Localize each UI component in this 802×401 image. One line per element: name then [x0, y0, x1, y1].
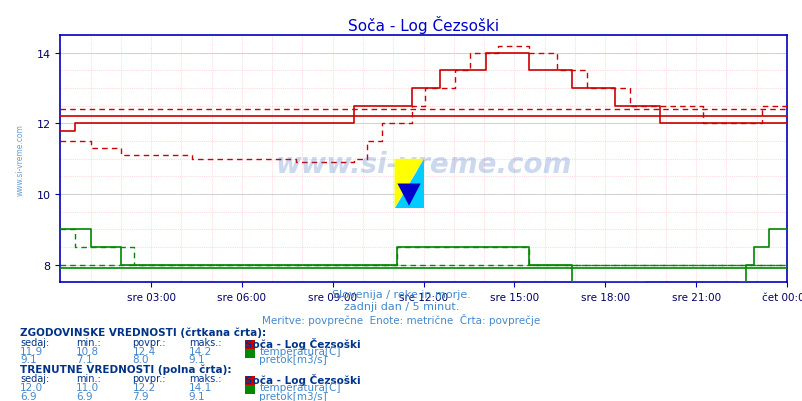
Text: Soča - Log Čezsoški: Soča - Log Čezsoški — [245, 337, 360, 349]
Text: 6.9: 6.9 — [20, 391, 37, 401]
Text: Soča - Log Čezsoški: Soča - Log Čezsoški — [245, 373, 360, 385]
Text: pretok[m3/s]: pretok[m3/s] — [259, 354, 326, 365]
Text: zadnji dan / 5 minut.: zadnji dan / 5 minut. — [343, 302, 459, 312]
Text: 7.1: 7.1 — [76, 354, 93, 365]
Text: min.:: min.: — [76, 373, 101, 383]
Text: povpr.:: povpr.: — [132, 337, 166, 347]
Text: 12.0: 12.0 — [20, 382, 43, 392]
Polygon shape — [394, 159, 423, 209]
Text: 12.4: 12.4 — [132, 346, 156, 356]
Text: 11.0: 11.0 — [76, 382, 99, 392]
Text: 10.8: 10.8 — [76, 346, 99, 356]
Text: povpr.:: povpr.: — [132, 373, 166, 383]
Polygon shape — [394, 159, 423, 209]
Text: 14.2: 14.2 — [188, 346, 212, 356]
Text: 11.9: 11.9 — [20, 346, 43, 356]
Text: www.si-vreme.com: www.si-vreme.com — [16, 124, 25, 195]
Text: www.si-vreme.com: www.si-vreme.com — [275, 150, 571, 178]
Text: 9.1: 9.1 — [188, 354, 205, 365]
Text: TRENUTNE VREDNOSTI (polna črta):: TRENUTNE VREDNOSTI (polna črta): — [20, 363, 231, 374]
Text: sedaj:: sedaj: — [20, 337, 49, 347]
Text: maks.:: maks.: — [188, 337, 221, 347]
Text: 7.9: 7.9 — [132, 391, 149, 401]
Text: 14.1: 14.1 — [188, 382, 212, 392]
Text: ZGODOVINSKE VREDNOSTI (črtkana črta):: ZGODOVINSKE VREDNOSTI (črtkana črta): — [20, 327, 266, 337]
Text: min.:: min.: — [76, 337, 101, 347]
Title: Soča - Log Čezsoški: Soča - Log Čezsoški — [347, 16, 499, 34]
Text: 9.1: 9.1 — [188, 391, 205, 401]
Text: 8.0: 8.0 — [132, 354, 149, 365]
Text: 12.2: 12.2 — [132, 382, 156, 392]
Text: pretok[m3/s]: pretok[m3/s] — [259, 391, 326, 401]
Text: maks.:: maks.: — [188, 373, 221, 383]
Text: temperatura[C]: temperatura[C] — [259, 382, 340, 392]
Text: Slovenija / reke in morje.: Slovenija / reke in morje. — [332, 290, 470, 300]
Text: sedaj:: sedaj: — [20, 373, 49, 383]
Text: Meritve: povprečne  Enote: metrične  Črta: povprečje: Meritve: povprečne Enote: metrične Črta:… — [262, 314, 540, 326]
Text: 6.9: 6.9 — [76, 391, 93, 401]
Text: 9.1: 9.1 — [20, 354, 37, 365]
Polygon shape — [397, 184, 420, 206]
Text: temperatura[C]: temperatura[C] — [259, 346, 340, 356]
